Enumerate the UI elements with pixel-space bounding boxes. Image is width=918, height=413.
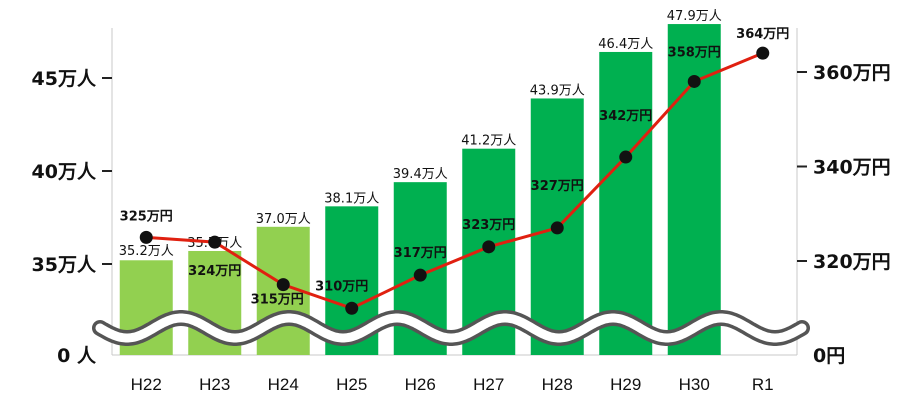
point-H25 <box>345 301 359 315</box>
x-tick-label-H24: H24 <box>268 375 299 394</box>
point-H22 <box>139 230 153 244</box>
point-H23 <box>208 235 222 249</box>
right-axis-label-320: 320万円 <box>813 251 891 273</box>
x-tick-label-R1: R1 <box>752 375 774 394</box>
line-label-H30: 358万円 <box>668 45 721 60</box>
left-axis-label-35: 35万人 <box>32 254 97 276</box>
line-label-H22: 325万円 <box>120 209 173 224</box>
left-axis-label-45: 45万人 <box>32 68 97 90</box>
x-tick-label-H26: H26 <box>405 375 436 394</box>
axis-break-inner <box>95 313 807 343</box>
line-series <box>146 51 764 310</box>
line-label-H28: 327万円 <box>531 179 584 194</box>
line-label-H24: 315万円 <box>251 293 304 308</box>
point-R1 <box>756 46 770 60</box>
line-label-H29: 342万円 <box>599 109 652 124</box>
point-H24 <box>276 278 290 292</box>
line-label-R1: 364万円 <box>736 27 789 42</box>
point-H26 <box>413 268 427 282</box>
line-label-H27: 323万円 <box>462 218 515 233</box>
x-tick-label-H29: H29 <box>610 375 641 394</box>
bar-label-H24: 37.0万人 <box>256 212 311 227</box>
bar-label-H25: 38.1万人 <box>324 191 379 206</box>
line-label-H26: 317万円 <box>394 246 447 261</box>
left-axis-label-40: 40万人 <box>32 161 97 183</box>
bar-label-H27: 41.2万人 <box>461 134 516 149</box>
right-axis-label-340: 340万円 <box>813 157 891 179</box>
x-tick-label-H28: H28 <box>542 375 573 394</box>
x-tick-label-H22: H22 <box>131 375 162 394</box>
point-H29 <box>619 150 633 164</box>
bar-label-H26: 39.4万人 <box>393 167 448 182</box>
x-tick-label-H27: H27 <box>473 375 504 394</box>
bar-label-H22: 35.2万人 <box>119 244 174 259</box>
bar-label-H30: 47.9万人 <box>667 9 722 24</box>
bar-label-H29: 46.4万人 <box>598 37 653 52</box>
point-H30 <box>687 74 701 88</box>
right-axis-label-0: 0円 <box>813 345 845 367</box>
x-tick-label-H23: H23 <box>199 375 230 394</box>
line-label-H23: 324万円 <box>188 264 241 279</box>
line-label-H25: 310万円 <box>315 279 368 294</box>
left-axis-label-0: 0 人 <box>57 345 97 367</box>
x-tick-label-H30: H30 <box>679 375 710 394</box>
bar-label-H28: 43.9万人 <box>530 83 585 98</box>
point-H28 <box>550 221 564 235</box>
x-tick-label-H25: H25 <box>336 375 367 394</box>
bar-H29 <box>599 51 653 356</box>
point-H27 <box>482 240 496 254</box>
right-axis-label-360: 360万円 <box>813 62 891 84</box>
